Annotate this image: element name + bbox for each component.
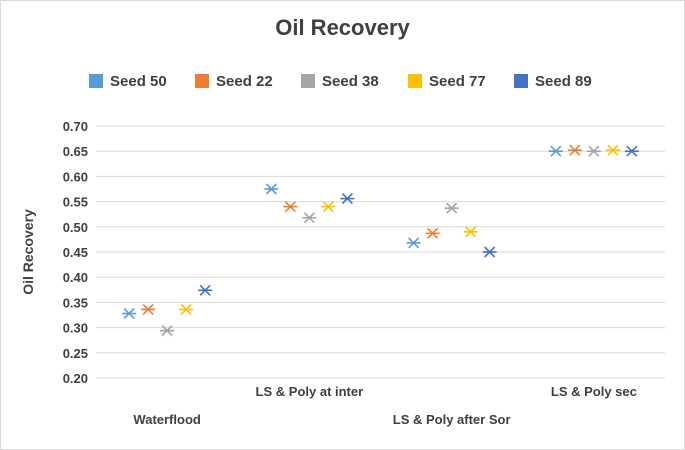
data-point — [302, 212, 317, 224]
x-tick-label: Waterflood — [133, 412, 200, 427]
legend-swatch — [408, 74, 422, 88]
y-tick-label: 0.20 — [63, 371, 88, 386]
data-point — [198, 284, 213, 296]
data-point — [482, 246, 497, 258]
y-axis-title: Oil Recovery — [20, 209, 36, 295]
data-point — [425, 227, 440, 239]
data-point — [141, 303, 156, 316]
y-tick-label: 0.45 — [63, 245, 88, 260]
legend-label: Seed 22 — [216, 73, 273, 90]
data-point — [567, 144, 582, 156]
x-tick-label: LS & Poly after Sor — [393, 412, 511, 427]
data-point — [605, 144, 620, 156]
data-point — [463, 226, 478, 238]
data-point — [179, 303, 194, 316]
legend-label: Seed 50 — [110, 73, 167, 90]
data-point — [444, 202, 459, 214]
y-tick-label: 0.70 — [63, 119, 88, 134]
legend-swatch — [89, 74, 103, 88]
y-tick-label: 0.40 — [63, 270, 88, 285]
data-point — [406, 237, 421, 249]
y-tick-label: 0.55 — [63, 195, 88, 210]
y-tick-label: 0.30 — [63, 321, 88, 336]
y-tick-label: 0.35 — [63, 295, 88, 310]
data-point — [548, 145, 563, 157]
legend-label: Seed 38 — [322, 73, 379, 90]
data-point — [321, 201, 336, 213]
chart-title: Oil Recovery — [275, 15, 410, 40]
legend-swatch — [301, 74, 315, 88]
data-point — [122, 307, 137, 320]
data-point — [160, 325, 175, 337]
y-tick-label: 0.65 — [63, 144, 88, 159]
data-point — [283, 201, 298, 213]
y-tick-label: 0.50 — [63, 220, 88, 235]
legend-label: Seed 89 — [535, 73, 592, 90]
y-tick-label: 0.25 — [63, 346, 88, 361]
data-point — [624, 145, 639, 157]
legend-swatch — [195, 74, 209, 88]
legend-label: Seed 77 — [429, 73, 486, 90]
x-tick-label: LS & Poly at inter — [256, 384, 364, 399]
data-point — [264, 183, 279, 195]
legend: Seed 50 Seed 22 Seed 38 Seed 77 Seed 89 — [0, 72, 685, 92]
legend-swatch — [514, 74, 528, 88]
y-tick-label: 0.60 — [63, 169, 88, 184]
data-point — [340, 193, 355, 205]
x-tick-label: LS & Poly sec — [551, 384, 637, 399]
data-point — [586, 145, 601, 157]
